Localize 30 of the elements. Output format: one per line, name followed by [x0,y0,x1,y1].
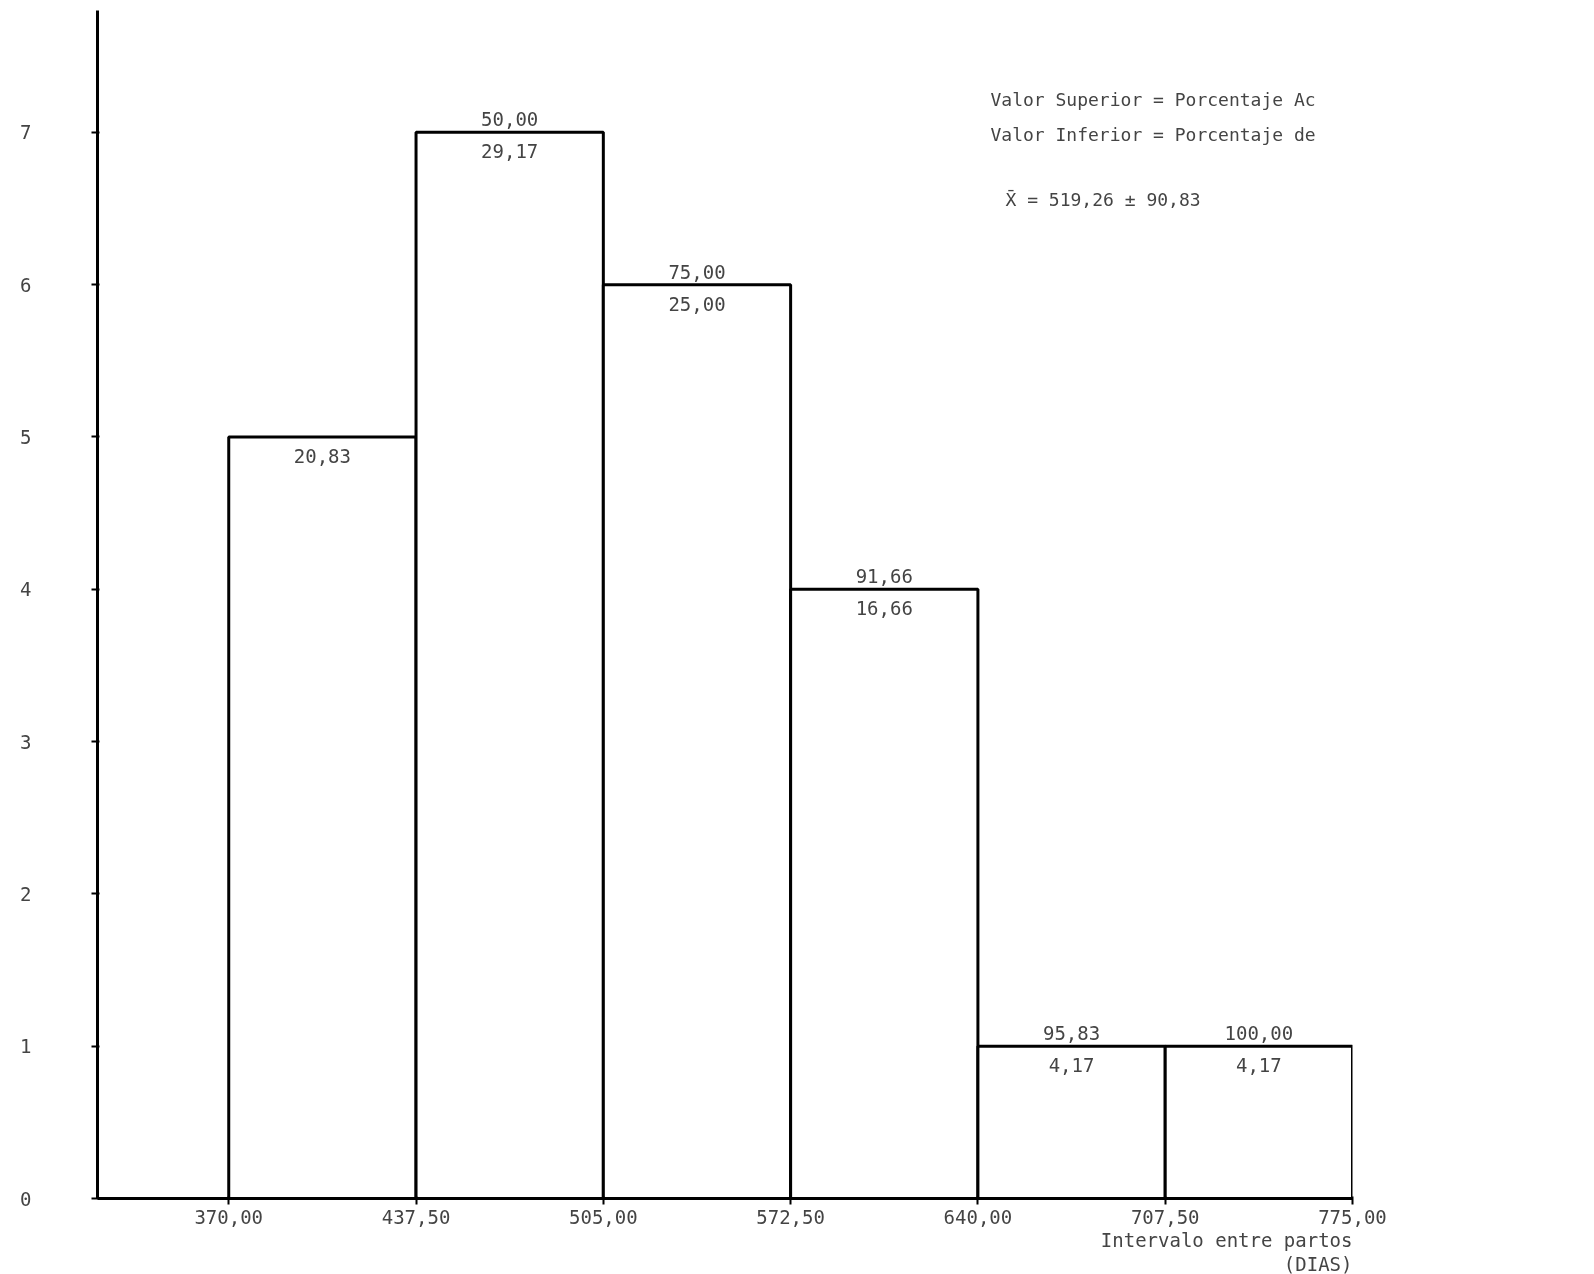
y-tick-label: 2 [20,882,32,905]
x-tick-label: 775,00 [1318,1205,1387,1228]
annotation: 95,83 [1042,1022,1101,1045]
x-tick-label: 707,50 [1130,1205,1200,1228]
x-tick-label: 572,50 [756,1205,825,1228]
y-tick-label: 1 [20,1035,32,1058]
x-tick-label: 370,00 [194,1205,264,1228]
annotation: 29,17 [481,140,539,163]
x-axis-title: Intervalo entre partos (DIAS) [1100,1228,1353,1274]
x-tick-label: 640,00 [943,1205,1013,1228]
annotation: Valor Inferior = Porcentaje de [990,124,1316,145]
y-tick-label: 0 [20,1187,32,1210]
annotation: 4,17 [1048,1054,1095,1077]
y-tick-label: 7 [20,121,32,144]
annotation: 91,66 [855,565,913,588]
annotation: 75,00 [668,260,726,283]
y-tick-label: 5 [20,425,32,448]
annotation: 100,00 [1224,1022,1294,1045]
y-tick-label: 4 [20,578,32,601]
annotation: X̄ = 519,26 ± 90,83 [1005,188,1201,210]
annotation: 16,66 [855,597,913,620]
annotation: 25,00 [668,292,726,315]
y-tick-label: 3 [20,730,32,753]
annotation: 50,00 [481,108,539,131]
x-tick-label: 505,00 [569,1205,638,1228]
annotation: Valor Superior = Porcentaje Ac [990,89,1316,110]
annotation: 20,83 [293,444,351,467]
annotation: 4,17 [1235,1054,1282,1077]
y-tick-label: 6 [20,273,32,296]
x-tick-label: 437,50 [381,1205,451,1228]
